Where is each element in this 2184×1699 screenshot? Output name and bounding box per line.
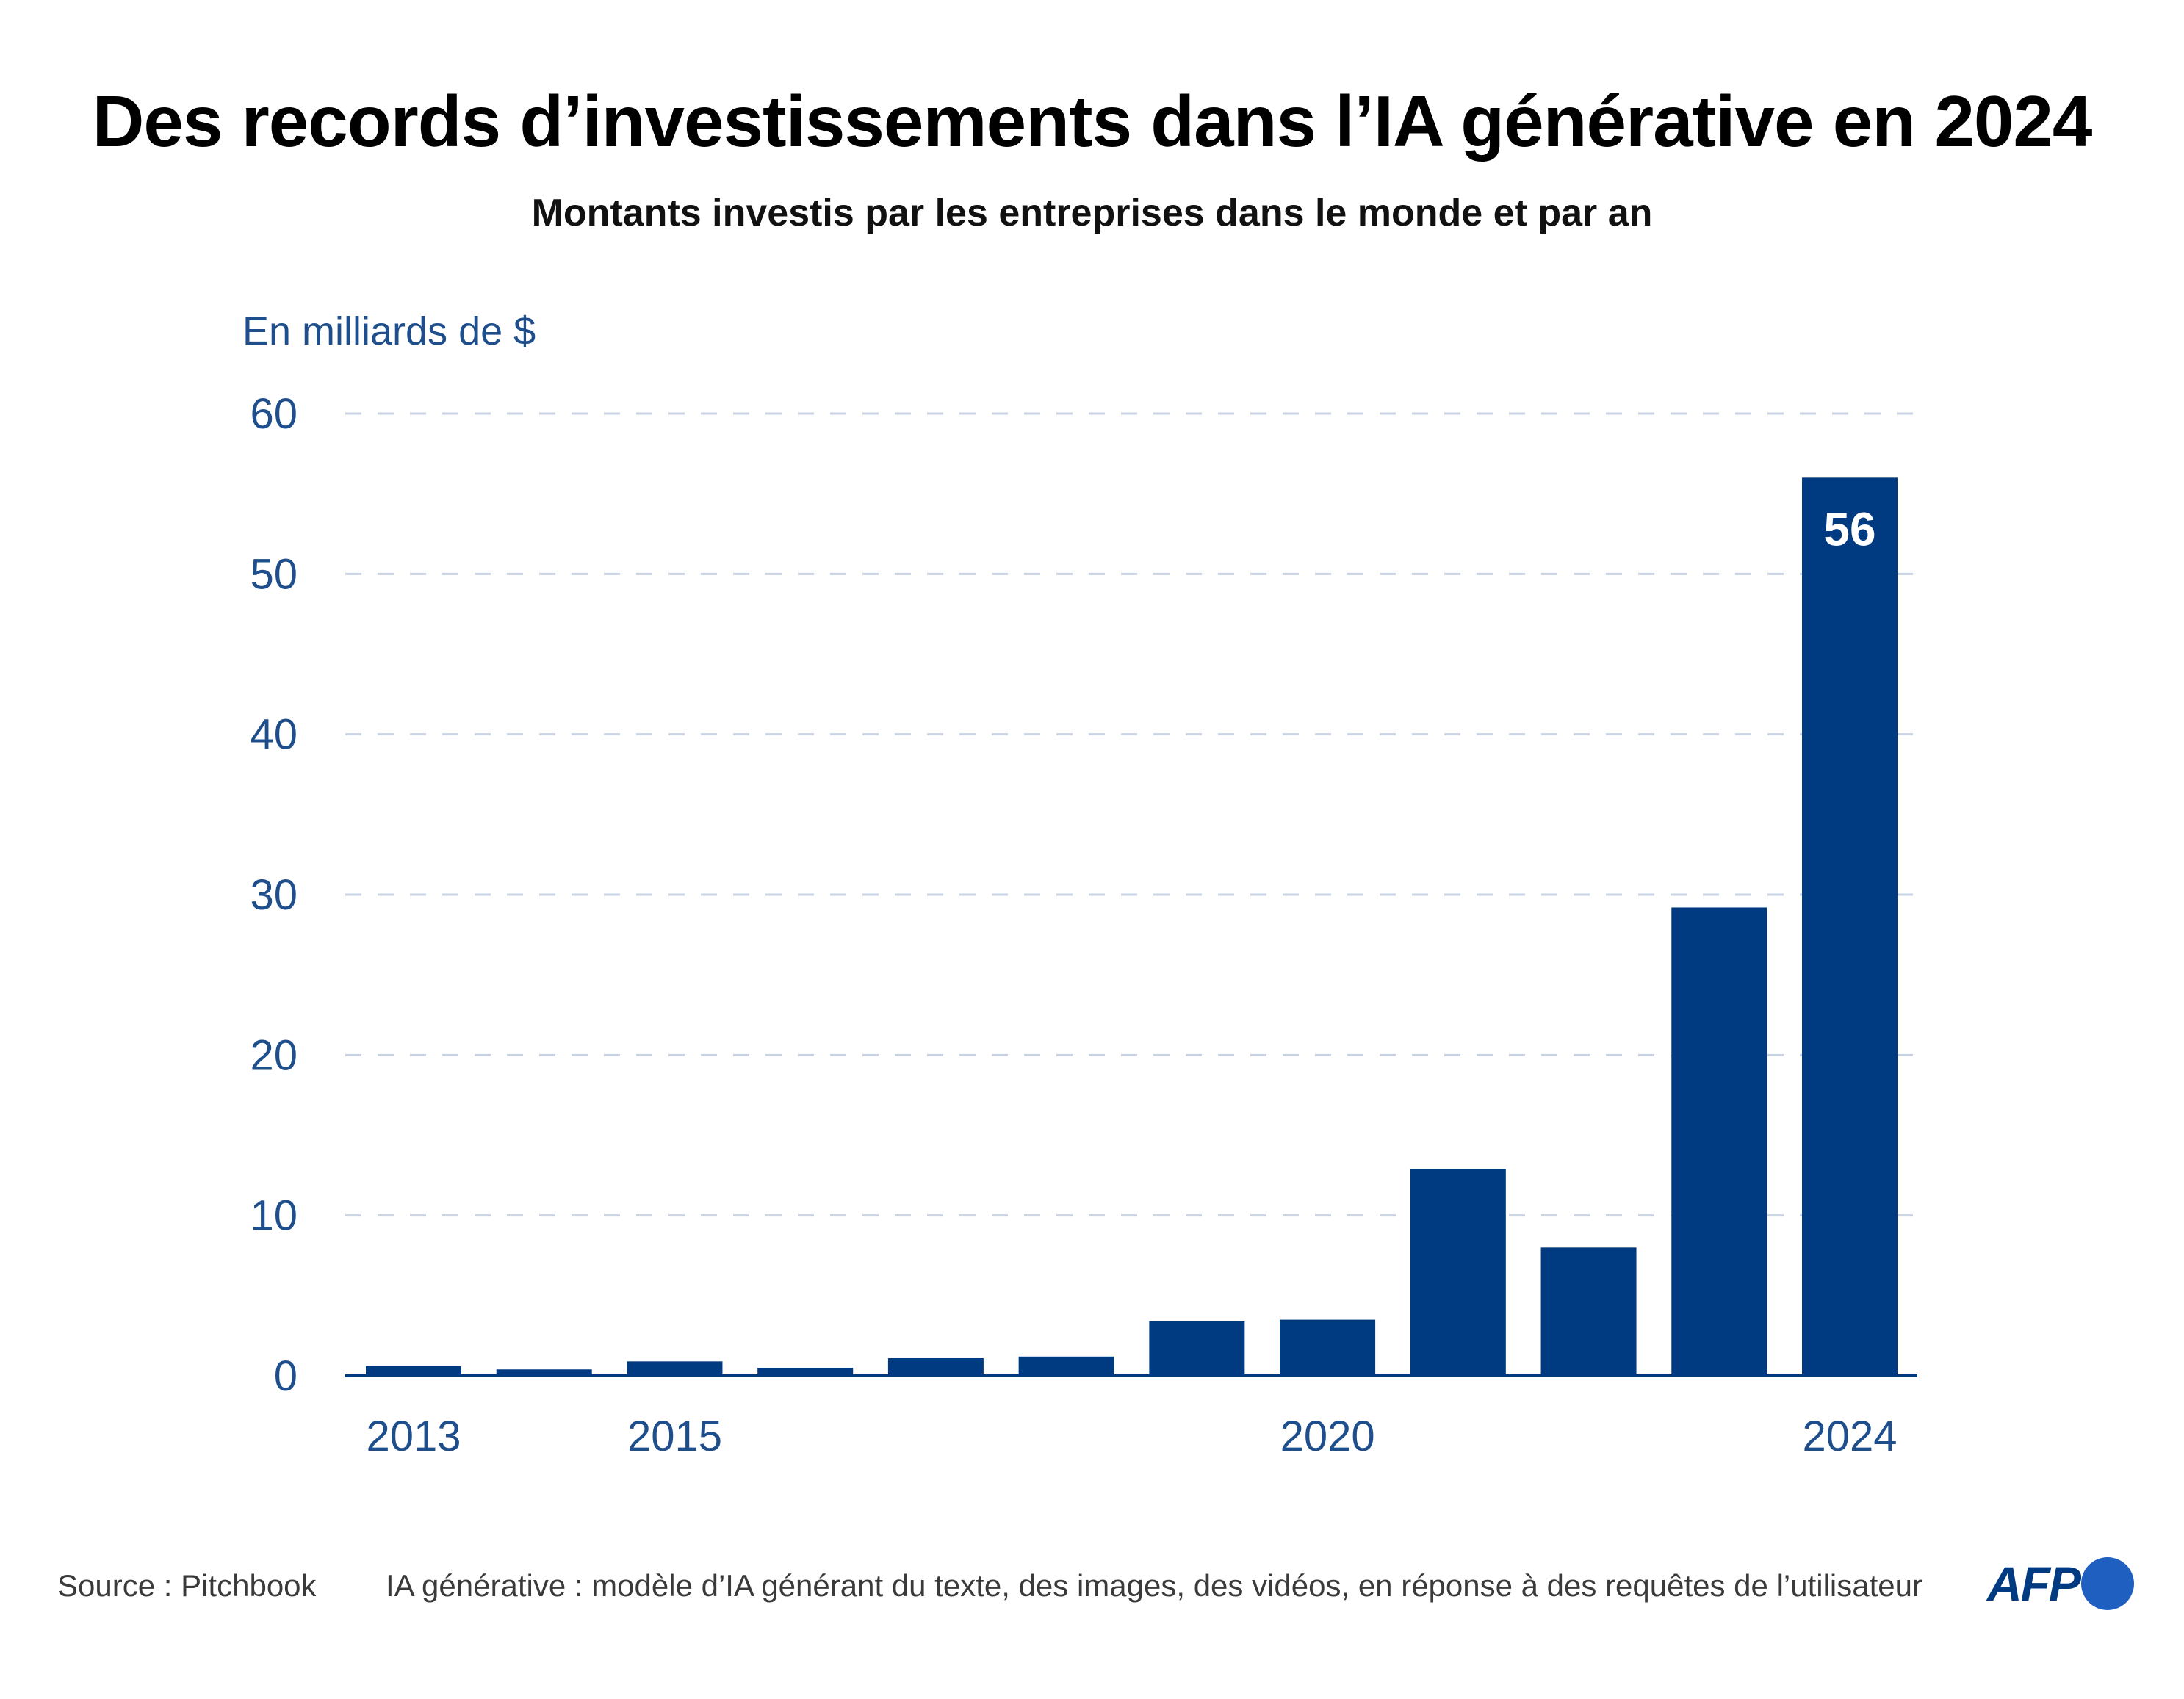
bar <box>1149 1321 1245 1376</box>
bar <box>496 1369 592 1376</box>
logo-text: AFP <box>1987 1556 2081 1611</box>
y-tick-label: 40 <box>250 711 298 759</box>
y-tick-label: 0 <box>274 1352 298 1400</box>
bar <box>1280 1319 1376 1376</box>
source-note: Source : Pitchbook <box>57 1568 317 1603</box>
data-label: 56 <box>1823 502 1875 555</box>
bar <box>627 1361 723 1376</box>
bar <box>887 1357 984 1376</box>
bar <box>1802 477 1898 1377</box>
y-tick-label: 60 <box>250 390 298 438</box>
bar <box>1410 1169 1506 1376</box>
bar <box>757 1368 854 1376</box>
bar <box>1018 1356 1114 1376</box>
x-tick-label: 2024 <box>1802 1413 1897 1460</box>
x-tick-label: 2020 <box>1280 1413 1375 1460</box>
afp-logo: AFP <box>1987 1556 2134 1612</box>
y-tick-label: 30 <box>250 871 298 919</box>
chart-title: Des records d’investissements dans l’IA … <box>92 81 2093 162</box>
y-tick-label: 20 <box>250 1031 298 1079</box>
x-tick-label: 2015 <box>627 1413 722 1460</box>
definition-note: IA générative : modèle d’IA générant du … <box>386 1568 1922 1603</box>
x-tick-label: 2013 <box>366 1413 461 1460</box>
y-tick-label: 10 <box>250 1192 298 1240</box>
y-tick-label: 50 <box>250 550 298 598</box>
y-axis-label: En milliards de $ <box>242 309 536 353</box>
bar <box>366 1366 461 1376</box>
logo-dot-icon <box>2081 1557 2134 1610</box>
chart-subtitle: Montants investis par les entreprises da… <box>531 192 1653 234</box>
bar <box>1671 907 1767 1376</box>
bar <box>1540 1247 1637 1376</box>
